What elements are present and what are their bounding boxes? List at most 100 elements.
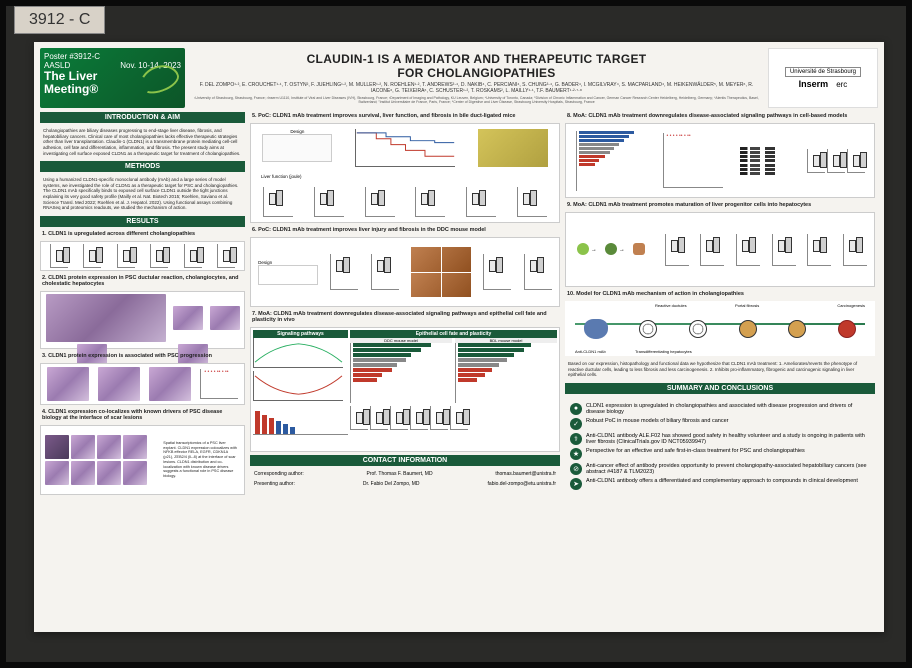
histology-image	[47, 367, 89, 401]
boxplot-icon	[371, 254, 399, 290]
contact-body: Corresponding author: Prof. Thomas F. Ba…	[250, 469, 560, 489]
result-6-figure: Design	[250, 237, 560, 307]
boxplot-icon	[83, 244, 101, 268]
methods-body: Using a humanized CLDN1-specific monoclo…	[40, 175, 245, 213]
boxplot-icon	[150, 244, 168, 268]
bullet-icon: ⚕	[570, 433, 582, 445]
result-4-figure: Spatial transcriptomics of a PSC liver e…	[40, 425, 245, 495]
boxplot-icon	[263, 187, 293, 217]
boxplot-icon	[184, 244, 202, 268]
boxplot-icon	[807, 149, 825, 173]
erc-logo: erc	[836, 80, 847, 89]
result-5-figure: Design Liver function (joule)	[250, 123, 560, 223]
panel-label: Epithelial cell fate and plasticity	[350, 330, 557, 338]
western-blot	[740, 164, 790, 175]
result-4-title: 4. CLDN1 expression co-localizes with kn…	[40, 408, 245, 422]
poster-number: Poster #3912-C	[44, 52, 181, 61]
ductule-icon	[639, 320, 657, 338]
column-left: INTRODUCTION & AIM Cholangiopathies are …	[40, 112, 245, 626]
poster-number-tag: 3912 - C	[14, 6, 105, 34]
fibrosis-icon	[739, 320, 757, 338]
result-10-body: Based on our expression, histopathology …	[565, 359, 875, 380]
bullet-icon: ⊘	[570, 463, 582, 475]
spatial-tile	[97, 435, 121, 459]
western-blot	[740, 147, 790, 162]
histology-image	[149, 367, 191, 401]
content: INTRODUCTION & AIM Cholangiopathies are …	[40, 112, 878, 626]
result-10-figure: Anti-CLDN1 mAb Reactive ductules Portal …	[565, 301, 875, 356]
boxplot-icon	[450, 406, 468, 430]
model-label: Portal fibrosis	[735, 303, 759, 308]
result-7-title: 7. MoA: CLDN1 mAb treatment downregulate…	[250, 310, 560, 324]
summary-point: Robust PoC in mouse models of biliary fi…	[586, 418, 728, 424]
boxplot-icon	[807, 234, 831, 266]
boxplot-icon	[314, 187, 344, 217]
fibrosis-icon	[788, 320, 806, 338]
ductule-icon	[689, 320, 707, 338]
summary-body: ●CLDN1 expression is upregulated in chol…	[565, 397, 875, 496]
boxplot-icon	[843, 234, 867, 266]
sirius-red-image	[411, 247, 441, 272]
sirius-red-image	[442, 273, 472, 298]
boxplot-icon	[390, 406, 408, 430]
boxplot-icon	[415, 187, 445, 217]
result-3-figure	[40, 363, 245, 405]
inserm-logo: Inserm	[799, 79, 829, 89]
progression-arrow-icon	[575, 323, 865, 325]
spatial-tile	[97, 461, 121, 485]
summary-point: Perspective for an effective and safe fi…	[586, 448, 805, 454]
survival-curve	[355, 129, 455, 167]
gsea-plot	[253, 371, 343, 401]
intro-header: INTRODUCTION & AIM	[40, 112, 245, 123]
result-9-title: 9. MoA: CLDN1 mAb treatment promotes mat…	[565, 201, 875, 209]
boxplot-icon	[700, 234, 724, 266]
result-7-figure: Signaling pathways	[250, 327, 560, 452]
panel-label: Liver function (joule)	[253, 174, 557, 179]
result-1-figure	[40, 241, 245, 271]
contact-email: fabio.del-zompo@etu.unistra.fr	[488, 481, 556, 487]
result-2-figure	[40, 291, 245, 349]
barplot	[350, 343, 452, 403]
boxplot-icon	[736, 234, 760, 266]
boxplot-icon	[466, 187, 496, 217]
model-label: Anti-CLDN1 mAb	[575, 349, 606, 354]
results-header: RESULTS	[40, 216, 245, 227]
spatial-tile	[71, 435, 95, 459]
scatterplot-icon	[663, 133, 723, 188]
bullet-icon: ➤	[570, 478, 582, 490]
boxplot-icon	[50, 244, 68, 268]
result-8-title: 8. MoA: CLDN1 mAb treatment downregulate…	[565, 112, 875, 120]
boxplot-icon	[370, 406, 388, 430]
result-3-title: 3. CLDN1 protein expression is associate…	[40, 352, 245, 360]
liver-icon	[584, 319, 608, 339]
affiliations: ¹University of Strasbourg, Strasbourg, F…	[189, 96, 764, 104]
sirius-red-image	[411, 273, 441, 298]
boxplot-icon	[772, 234, 796, 266]
contact-header: CONTACT INFORMATION	[250, 455, 560, 466]
boxplot-icon	[117, 244, 135, 268]
boxplot-icon	[665, 234, 689, 266]
boxplot-icon	[365, 187, 395, 217]
spatial-tile	[123, 461, 147, 485]
conference-badge: Poster #3912-C AASLD Nov. 10-14, 2023 Th…	[40, 48, 185, 108]
histology-image	[98, 367, 140, 401]
column-right: 8. MoA: CLDN1 mAb treatment downregulate…	[565, 112, 875, 626]
boxplot-icon	[430, 406, 448, 430]
model-label: Carcinogenesis	[837, 303, 865, 308]
barplot	[253, 405, 348, 435]
summary-point: CLDN1 expression is upregulated in chola…	[586, 403, 870, 415]
spatial-tile	[45, 435, 69, 459]
contact-label: Corresponding author:	[254, 471, 304, 477]
poster-title-2: FOR CHOLANGIOPATHIES	[189, 66, 764, 80]
univ-logo: Université de Strasbourg	[785, 67, 861, 77]
boxplot-icon	[827, 149, 845, 173]
boxplot-icon	[350, 406, 368, 430]
result-1-title: 1. CLDN1 is upregulated across different…	[40, 230, 245, 238]
bullet-icon: ✓	[570, 418, 582, 430]
authors: F. DEL ZOMPO¹·², E. CROUCHET¹·¹, T. OSTY…	[189, 82, 764, 94]
result-10-title: 10. Model for CLDN1 mAb mechanism of act…	[565, 290, 875, 298]
model-label: Reactive ductules	[655, 303, 687, 308]
column-middle: 5. PoC: CLDN1 mAb treatment improves sur…	[250, 112, 560, 626]
boxplot-icon	[483, 254, 511, 290]
design-schematic	[262, 134, 332, 162]
